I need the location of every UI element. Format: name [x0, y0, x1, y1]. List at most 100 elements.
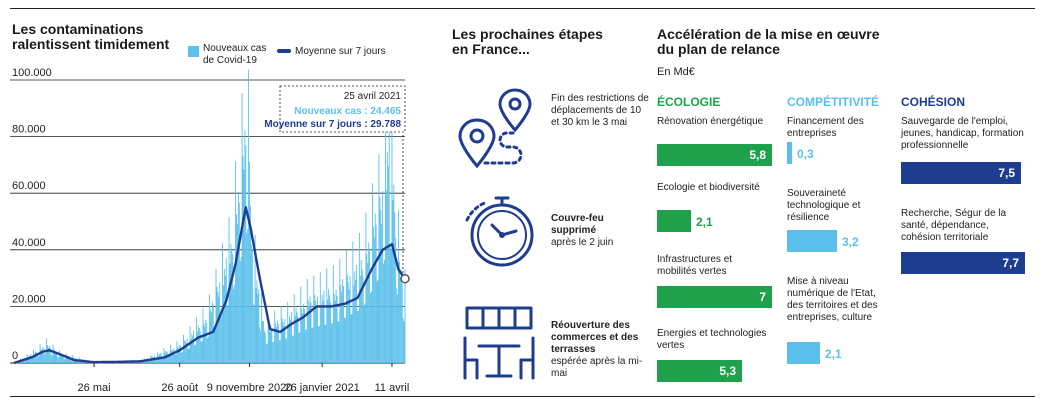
cases-bar [333, 293, 335, 363]
cases-bar [270, 325, 272, 363]
cases-bar [330, 302, 331, 363]
cases-bar [325, 324, 327, 363]
x-tick-label: 9 novembre 2020 [207, 382, 293, 394]
cases-bar [142, 361, 144, 363]
cases-bar [324, 324, 326, 363]
coh-1-bar: 7,5 [901, 162, 1021, 184]
cases-bar [182, 352, 183, 363]
cases-bar [342, 279, 344, 363]
cases-bar [223, 285, 224, 363]
covid-chart: 0 20.000 40.000 60.000 80.000 100.000 26 mai 26… [10, 67, 410, 394]
cases-bar [255, 287, 257, 363]
cases-bar [301, 308, 303, 363]
cases-bar [70, 359, 72, 363]
cases-bar [38, 355, 40, 363]
legend-cases-swatch [188, 46, 199, 57]
cases-bar [49, 348, 51, 363]
cases-bar [402, 318, 404, 363]
cases-bar [345, 250, 347, 363]
cases-bar [360, 259, 362, 363]
cases-bar [244, 130, 246, 363]
cases-bar [367, 262, 369, 363]
cases-bar [32, 357, 34, 363]
cases-bar [280, 306, 282, 363]
cases-bar [391, 103, 393, 364]
cases-bar [246, 233, 248, 363]
cases-bar [377, 279, 379, 363]
cases-bar [250, 205, 251, 363]
avg-line [13, 206, 406, 365]
cases-bar [276, 327, 277, 363]
cases-bar [170, 349, 172, 363]
cases-bar [224, 275, 226, 363]
eco-2-bar [657, 210, 691, 232]
cases-bar [71, 359, 73, 363]
tooltip-cases: Nouveaux cas : 24.465 [294, 106, 401, 117]
step-3-bold: Réouverture des commerces et des terrass… [551, 320, 639, 355]
cases-bar [34, 353, 35, 363]
cases-bar [398, 261, 400, 363]
step-3-rest: espérée après la mi-mai [551, 356, 643, 379]
cases-bar [271, 329, 273, 363]
tooltip-date: 25 avril 2021 [344, 91, 402, 102]
cases-bar [369, 251, 371, 363]
comp-1-bar [787, 142, 792, 164]
cases-bar [214, 326, 216, 363]
cases-bar [312, 327, 314, 363]
cases-bar [226, 306, 228, 363]
cases-bar [387, 166, 389, 363]
cases-bar [201, 341, 203, 363]
cases-bar [257, 294, 259, 363]
cases-bar [162, 357, 164, 363]
y-tick-label: 60.000 [12, 180, 46, 192]
cases-bar [210, 312, 212, 363]
cases-bar [54, 351, 56, 363]
cases-bar [47, 345, 48, 363]
step-3-text: Réouverture des commerces et des terrass… [551, 320, 651, 380]
cases-bar [171, 350, 173, 363]
cases-bar [64, 358, 66, 363]
cases-bar [190, 338, 192, 363]
cases-bar [371, 291, 372, 363]
cases-bar [286, 338, 288, 363]
eco-3-bar: 7 [657, 286, 772, 308]
cases-bar [314, 294, 316, 363]
cases-bar [173, 349, 175, 363]
cases-bar [62, 354, 64, 363]
cases-bar [327, 299, 329, 363]
cases-bar [217, 291, 219, 363]
cases-bar [403, 321, 405, 363]
cases-bar [396, 288, 398, 363]
cases-bar [31, 358, 33, 363]
cases-bar [43, 348, 45, 363]
cases-bar [142, 361, 143, 363]
cases-bar [404, 269, 406, 363]
cases-bar [375, 224, 377, 363]
cases-bar [268, 328, 270, 363]
cases-bar [339, 258, 341, 363]
cases-bar [223, 268, 225, 363]
cases-bar [240, 256, 242, 363]
eco-2-value: 2,1 [696, 215, 713, 229]
cases-bar [222, 243, 223, 363]
cases-bar [332, 265, 334, 363]
cases-bar [316, 306, 318, 363]
chart-title: Les contaminations ralentissent timideme… [12, 21, 170, 52]
cases-bar [253, 307, 255, 363]
top-rule [10, 8, 1035, 9]
cases-bar [277, 320, 278, 363]
cases-bar [259, 327, 261, 363]
cases-bar [338, 321, 340, 363]
step-2-bold: Couvre-feu supprimé [551, 213, 604, 236]
cases-bar [368, 242, 370, 363]
cases-bar [331, 323, 332, 363]
comp-1-label: Financement des entreprises [787, 116, 864, 139]
cases-bar [191, 333, 193, 363]
cases-bar [177, 346, 179, 363]
cases-bar [385, 99, 386, 363]
cases-bar [233, 288, 235, 363]
tooltip-avg: Moyenne sur 7 jours : 29.788 [264, 119, 401, 130]
cases-bar [313, 275, 315, 363]
comp-2-bar [787, 230, 837, 252]
plan-unit: En Md€ [657, 66, 695, 78]
